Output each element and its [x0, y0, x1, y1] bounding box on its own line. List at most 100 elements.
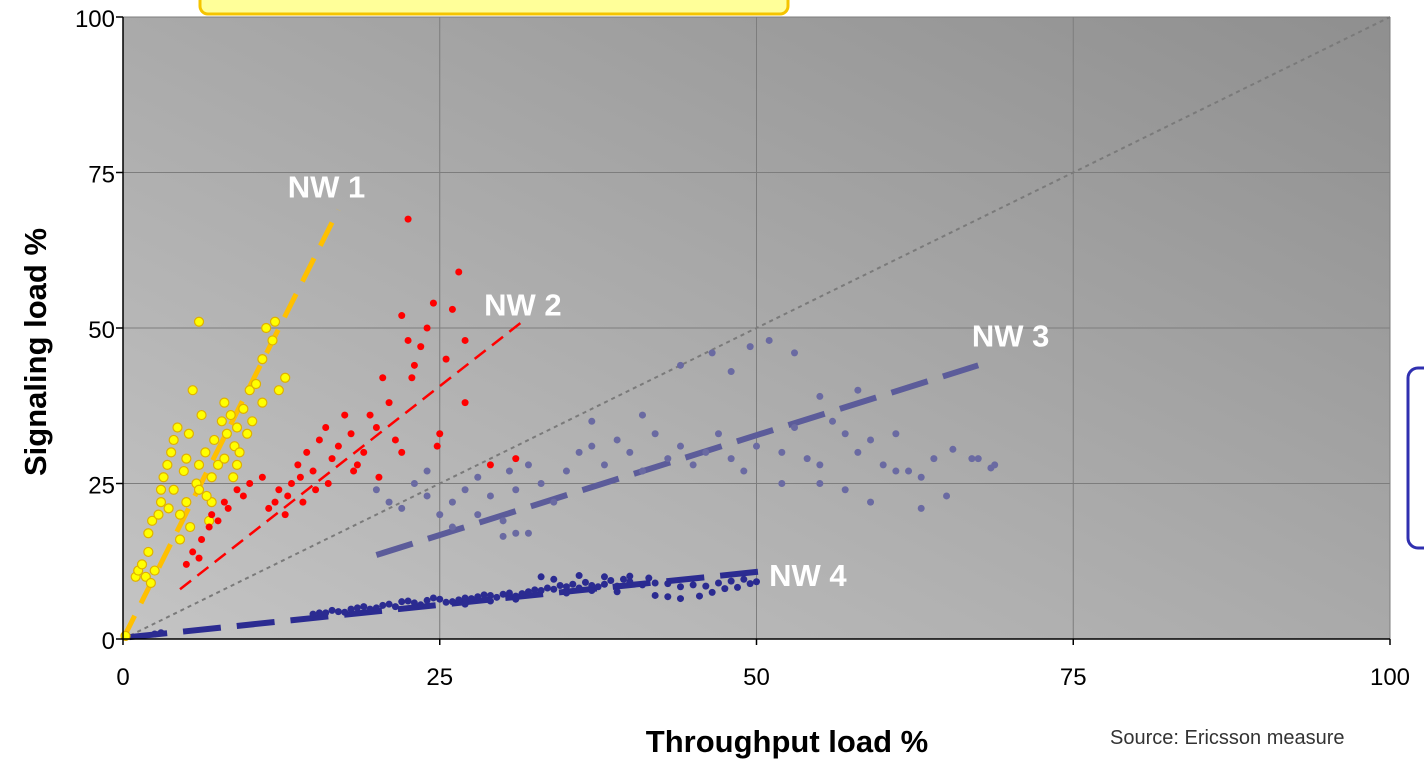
nw-4-point	[379, 601, 387, 609]
nw-4-point	[581, 578, 589, 586]
nw-3-point	[676, 361, 684, 369]
nw-3-point	[398, 504, 406, 512]
nw-3-point	[588, 417, 596, 425]
nw-1-point	[231, 422, 243, 433]
nw-1-point	[257, 397, 268, 408]
nw-4-point	[505, 589, 513, 597]
nw-4-point	[417, 601, 425, 609]
nw-3-point	[423, 492, 431, 500]
nw-3-point	[512, 486, 520, 494]
nw-3-point	[841, 486, 849, 494]
nw-3-point	[765, 336, 773, 344]
nw-2-point	[429, 299, 437, 307]
nw-4-point	[474, 593, 482, 601]
data-points	[120, 215, 999, 641]
nw-4-point	[626, 578, 634, 586]
nw-4-point	[404, 597, 412, 605]
nw-3-point	[448, 523, 456, 531]
nw-1-point	[193, 484, 205, 495]
nw-4-point	[537, 586, 545, 594]
nw-2-point	[408, 374, 416, 382]
trend-lines	[120, 208, 980, 641]
nw-3-point	[600, 461, 608, 469]
nw-1-point	[200, 447, 211, 458]
series-labels: NW 1 NW 2 NW 3 NW 4	[288, 169, 1050, 593]
x-tick-label: 0	[116, 664, 129, 691]
y-tick-label: 25	[88, 473, 115, 500]
x-axis-ticks: 0 25 50 75 100	[116, 639, 1410, 691]
nw-3-point	[638, 411, 646, 419]
y-axis-title: Signaling load %	[18, 228, 53, 476]
nw-4-point	[328, 606, 336, 614]
nw-3-point	[778, 480, 786, 487]
nw-3-point	[410, 480, 418, 487]
nw-4-point	[537, 573, 545, 581]
nw-3-point	[651, 430, 659, 438]
nw-3-point	[499, 517, 507, 525]
nw-2-point	[214, 517, 222, 525]
nw-3-point	[974, 455, 982, 463]
nw-4-point	[480, 591, 488, 599]
y-tick-label: 100	[75, 6, 115, 33]
nw-1-point	[261, 322, 272, 334]
nw-4-point	[638, 581, 646, 589]
nw-1-point	[267, 335, 278, 346]
nw-2-point	[205, 523, 213, 531]
x-axis-title: Throughput load %	[646, 724, 928, 759]
nw-4-point	[372, 604, 380, 612]
nw-1-point	[196, 409, 207, 421]
nw-4-point	[360, 603, 368, 611]
nw-3-point	[385, 498, 393, 506]
nw-2-point	[224, 504, 232, 512]
nw-4-point	[442, 598, 450, 606]
nw-3-point	[968, 455, 976, 463]
nw-3-point	[436, 511, 444, 519]
nw-1-point	[155, 497, 167, 508]
nw-4-point	[746, 580, 754, 588]
nw-1-point	[181, 453, 192, 464]
nw-3-point	[791, 349, 799, 357]
y-tick-label: 50	[88, 317, 115, 344]
nw-3-point	[562, 467, 570, 475]
nw-3-label: NW 3	[972, 319, 1050, 354]
nw-2-point	[461, 336, 469, 344]
nw-2-point	[324, 480, 332, 487]
nw-4-point	[493, 593, 501, 601]
nw-3-point	[676, 442, 684, 450]
nw-4-point	[613, 582, 621, 590]
nw-1-point	[280, 372, 291, 383]
nw-3-point	[753, 442, 760, 450]
nw-4-point	[664, 580, 672, 588]
y-axis-ticks: 0 25 50 75 100	[75, 6, 123, 655]
nw-2-point	[281, 511, 289, 519]
nw-2-point	[398, 312, 406, 320]
nw-1-point	[178, 465, 189, 477]
nw-1-point	[143, 546, 154, 558]
nw-4-point	[695, 592, 703, 600]
nw-2-point	[334, 442, 342, 450]
nw-3-point	[778, 448, 786, 456]
nw-3-point	[816, 461, 824, 469]
nw-2-point	[265, 504, 273, 512]
nw-1-point	[183, 428, 194, 439]
nw-1-point	[250, 378, 262, 390]
nw-1-point	[172, 422, 183, 433]
nw-4-point	[721, 585, 729, 593]
nw-4-label: NW 4	[769, 558, 847, 593]
nw-1-point	[136, 559, 148, 570]
nw-3-point	[949, 445, 957, 453]
nw-4-point	[562, 583, 570, 591]
nw-1-point	[234, 447, 245, 458]
nw-1-point	[193, 459, 205, 470]
nw-3-point	[841, 430, 849, 438]
nw-1-point	[216, 416, 227, 427]
nw-4-point	[600, 580, 608, 588]
nw-4-point	[531, 586, 539, 594]
nw-1-point	[209, 434, 220, 446]
nw-4-point	[486, 597, 494, 605]
nw-3-point	[829, 417, 837, 425]
nw-3-point	[474, 511, 482, 519]
nw-4-point	[512, 595, 520, 603]
nw-2-point	[350, 467, 358, 475]
